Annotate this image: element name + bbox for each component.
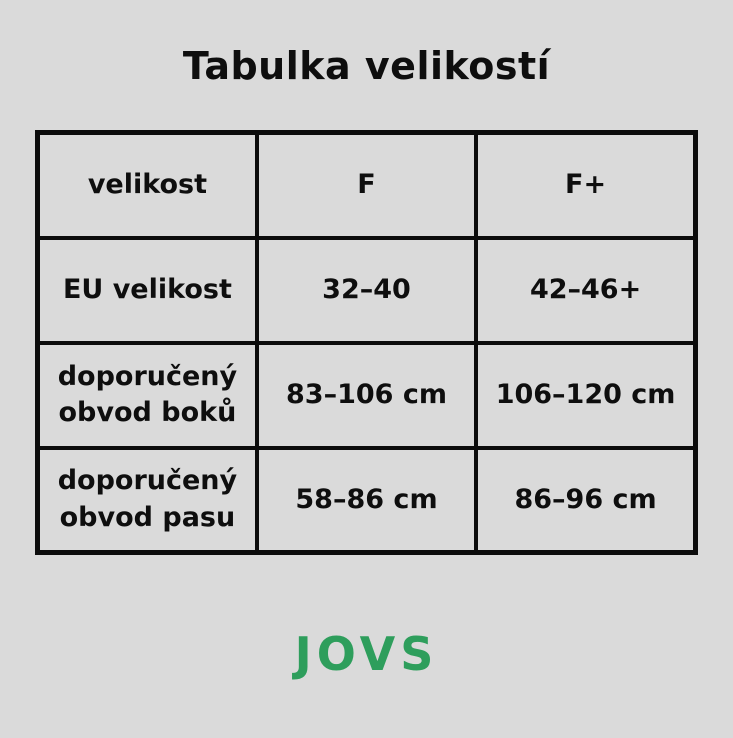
table-cell: 58–86 cm: [254, 445, 479, 555]
table-cell: 32–40: [254, 235, 479, 345]
header-cell-size-f: F: [254, 130, 479, 240]
header-row: velikost F F+: [35, 130, 698, 240]
size-table-body: EU velikost 32–40 42–46+ doporučený obvo…: [35, 235, 698, 555]
table-row-eu-size: EU velikost 32–40 42–46+: [35, 235, 698, 345]
size-table-head: velikost F F+: [35, 130, 698, 240]
table-cell: 86–96 cm: [474, 445, 698, 555]
table-cell: 106–120 cm: [474, 340, 698, 450]
row-label: doporučený obvod boků: [35, 340, 259, 450]
table-row-hip-circumference: doporučený obvod boků 83–106 cm 106–120 …: [35, 340, 698, 450]
table-cell: 83–106 cm: [254, 340, 479, 450]
row-label: EU velikost: [35, 235, 259, 345]
header-cell-velikost: velikost: [35, 130, 259, 240]
table-row-waist-circumference: doporučený obvod pasu 58–86 cm 86–96 cm: [35, 445, 698, 555]
row-label: doporučený obvod pasu: [35, 445, 259, 555]
size-table: velikost F F+ EU velikost 32–40 42–46+ d…: [35, 130, 698, 555]
table-cell: 42–46+: [474, 235, 698, 345]
page-title: Tabulka velikostí: [182, 44, 551, 88]
header-cell-size-f-plus: F+: [474, 130, 698, 240]
jovs-logo: JOVS: [294, 627, 439, 681]
